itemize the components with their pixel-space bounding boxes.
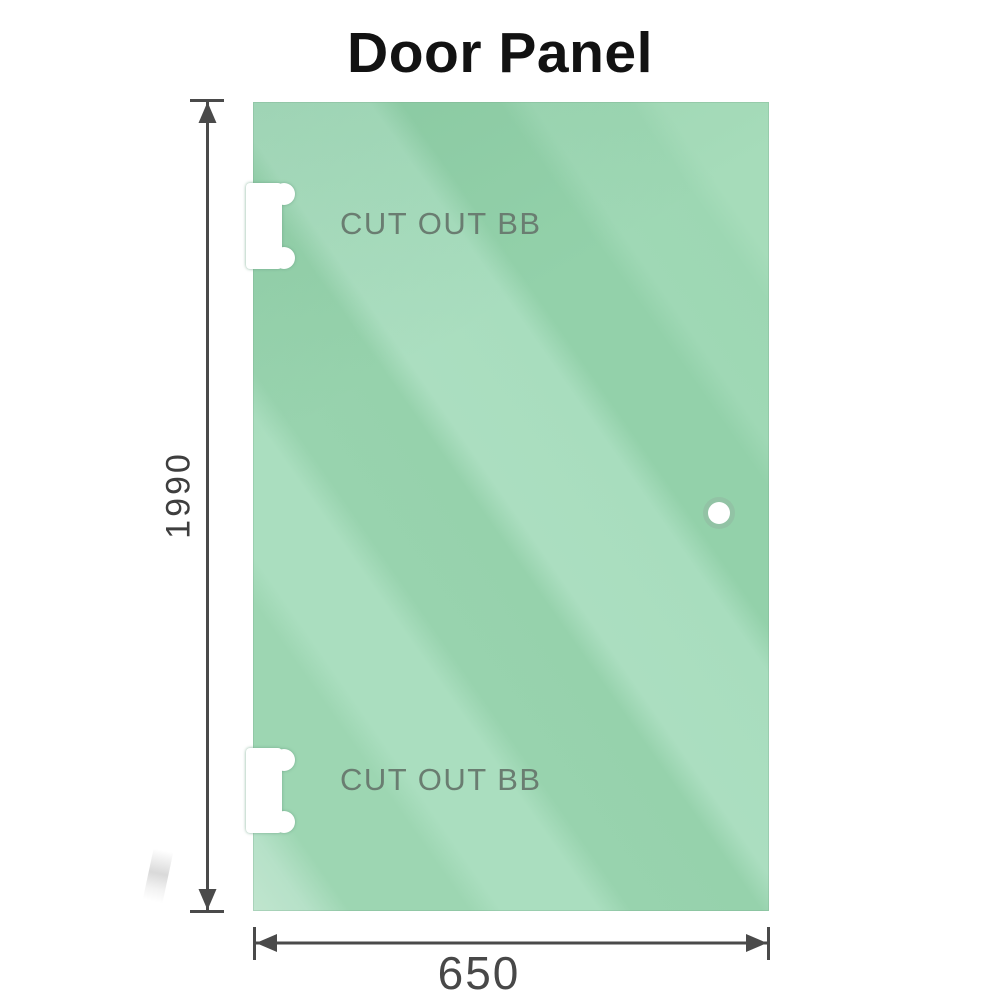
cutout-label-bottom: CUT OUT BB bbox=[340, 762, 542, 797]
width-dimension-label: 650 bbox=[437, 947, 521, 999]
height-dimension-label: 1990 bbox=[159, 451, 198, 539]
top-cutout-lobe-upper bbox=[273, 183, 295, 205]
bottom-cutout-lobe-upper bbox=[273, 749, 295, 771]
page-title: Door Panel bbox=[347, 21, 653, 85]
height-dimension bbox=[190, 99, 224, 913]
top-cutout-lobe-lower bbox=[273, 247, 295, 269]
cutout-label-top: CUT OUT BB bbox=[340, 206, 542, 241]
handle-hole-inner bbox=[708, 502, 730, 524]
bottom-cutout-lobe-lower bbox=[273, 811, 295, 833]
handle-hole-icon bbox=[703, 497, 735, 529]
arrow-down-icon bbox=[198, 889, 217, 910]
top-cutout-body bbox=[246, 183, 282, 269]
arrow-left-icon bbox=[256, 934, 277, 952]
arrow-right-icon bbox=[746, 934, 767, 952]
glass-panel bbox=[253, 102, 769, 911]
top-cutout bbox=[246, 183, 295, 269]
arrow-up-icon bbox=[198, 102, 217, 123]
bottom-cutout-body bbox=[246, 748, 282, 833]
bottom-cutout bbox=[246, 748, 295, 833]
width-dimension bbox=[253, 927, 770, 960]
